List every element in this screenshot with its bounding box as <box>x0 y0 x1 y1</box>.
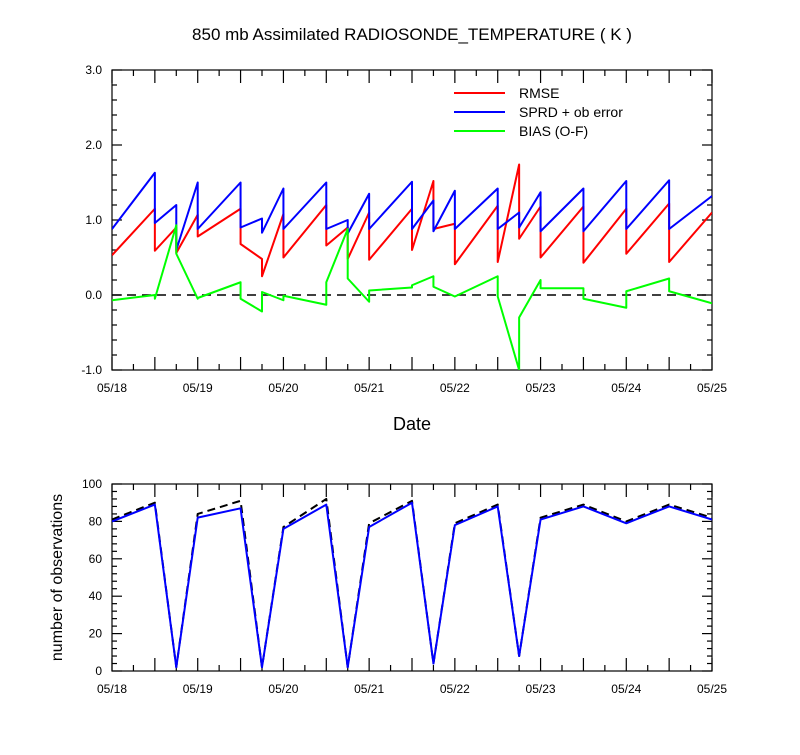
x-tick-label: 05/18 <box>97 381 127 395</box>
series-line-bias-o-f <box>112 224 712 370</box>
y-tick-label: 0 <box>95 664 102 678</box>
y-tick-label: 60 <box>89 552 103 566</box>
chart-title: 850 mb Assimilated RADIOSONDE_TEMPERATUR… <box>192 25 632 44</box>
x-tick-label: 05/18 <box>97 682 127 696</box>
y-tick-label: 1.0 <box>85 213 102 227</box>
y-tick-label: 3.0 <box>85 63 102 77</box>
x-tick-label: 05/25 <box>697 682 727 696</box>
x-tick-label: 05/22 <box>440 682 470 696</box>
x-tick-label: 05/24 <box>611 381 641 395</box>
x-tick-label: 05/24 <box>611 682 641 696</box>
y-tick-label: 20 <box>89 627 103 641</box>
x-tick-label: 05/20 <box>268 682 298 696</box>
series-line-sprd-ob-error <box>112 171 712 251</box>
x-tick-label: 05/19 <box>183 682 213 696</box>
y-tick-label: -1.0 <box>81 363 102 377</box>
y-tick-label: 0.0 <box>85 288 102 302</box>
x-tick-label: 05/20 <box>268 381 298 395</box>
legend-label-bias-o-f: BIAS (O-F) <box>519 123 588 139</box>
legend-label-rmse: RMSE <box>519 85 559 101</box>
x-tick-label: 05/22 <box>440 381 470 395</box>
x-axis-label: Date <box>393 414 431 434</box>
y-tick-label: 100 <box>82 477 102 491</box>
x-tick-label: 05/23 <box>526 381 556 395</box>
series-line-rmse <box>112 163 712 278</box>
y-tick-label: 2.0 <box>85 138 102 152</box>
series-line-series-0 <box>112 497 712 669</box>
y-tick-label: 80 <box>89 514 103 528</box>
series-line-series-1 <box>112 501 712 669</box>
y-tick-label: 40 <box>89 589 103 603</box>
x-tick-label: 05/25 <box>697 381 727 395</box>
x-tick-label: 05/21 <box>354 381 384 395</box>
legend-label-sprd-ob-error: SPRD + ob error <box>519 104 623 120</box>
y-axis-label: number of observations <box>49 494 66 661</box>
x-tick-label: 05/23 <box>526 682 556 696</box>
x-tick-label: 05/21 <box>354 682 384 696</box>
x-tick-label: 05/19 <box>183 381 213 395</box>
rmse-panel: 05/18 05/19 05/20 05/21 05/22 05/23 05/24 05/25… <box>81 63 727 434</box>
observations-panel: 05/18 05/19 05/20 05/21 05/22 05/23 05/24 05/25… <box>49 477 727 696</box>
